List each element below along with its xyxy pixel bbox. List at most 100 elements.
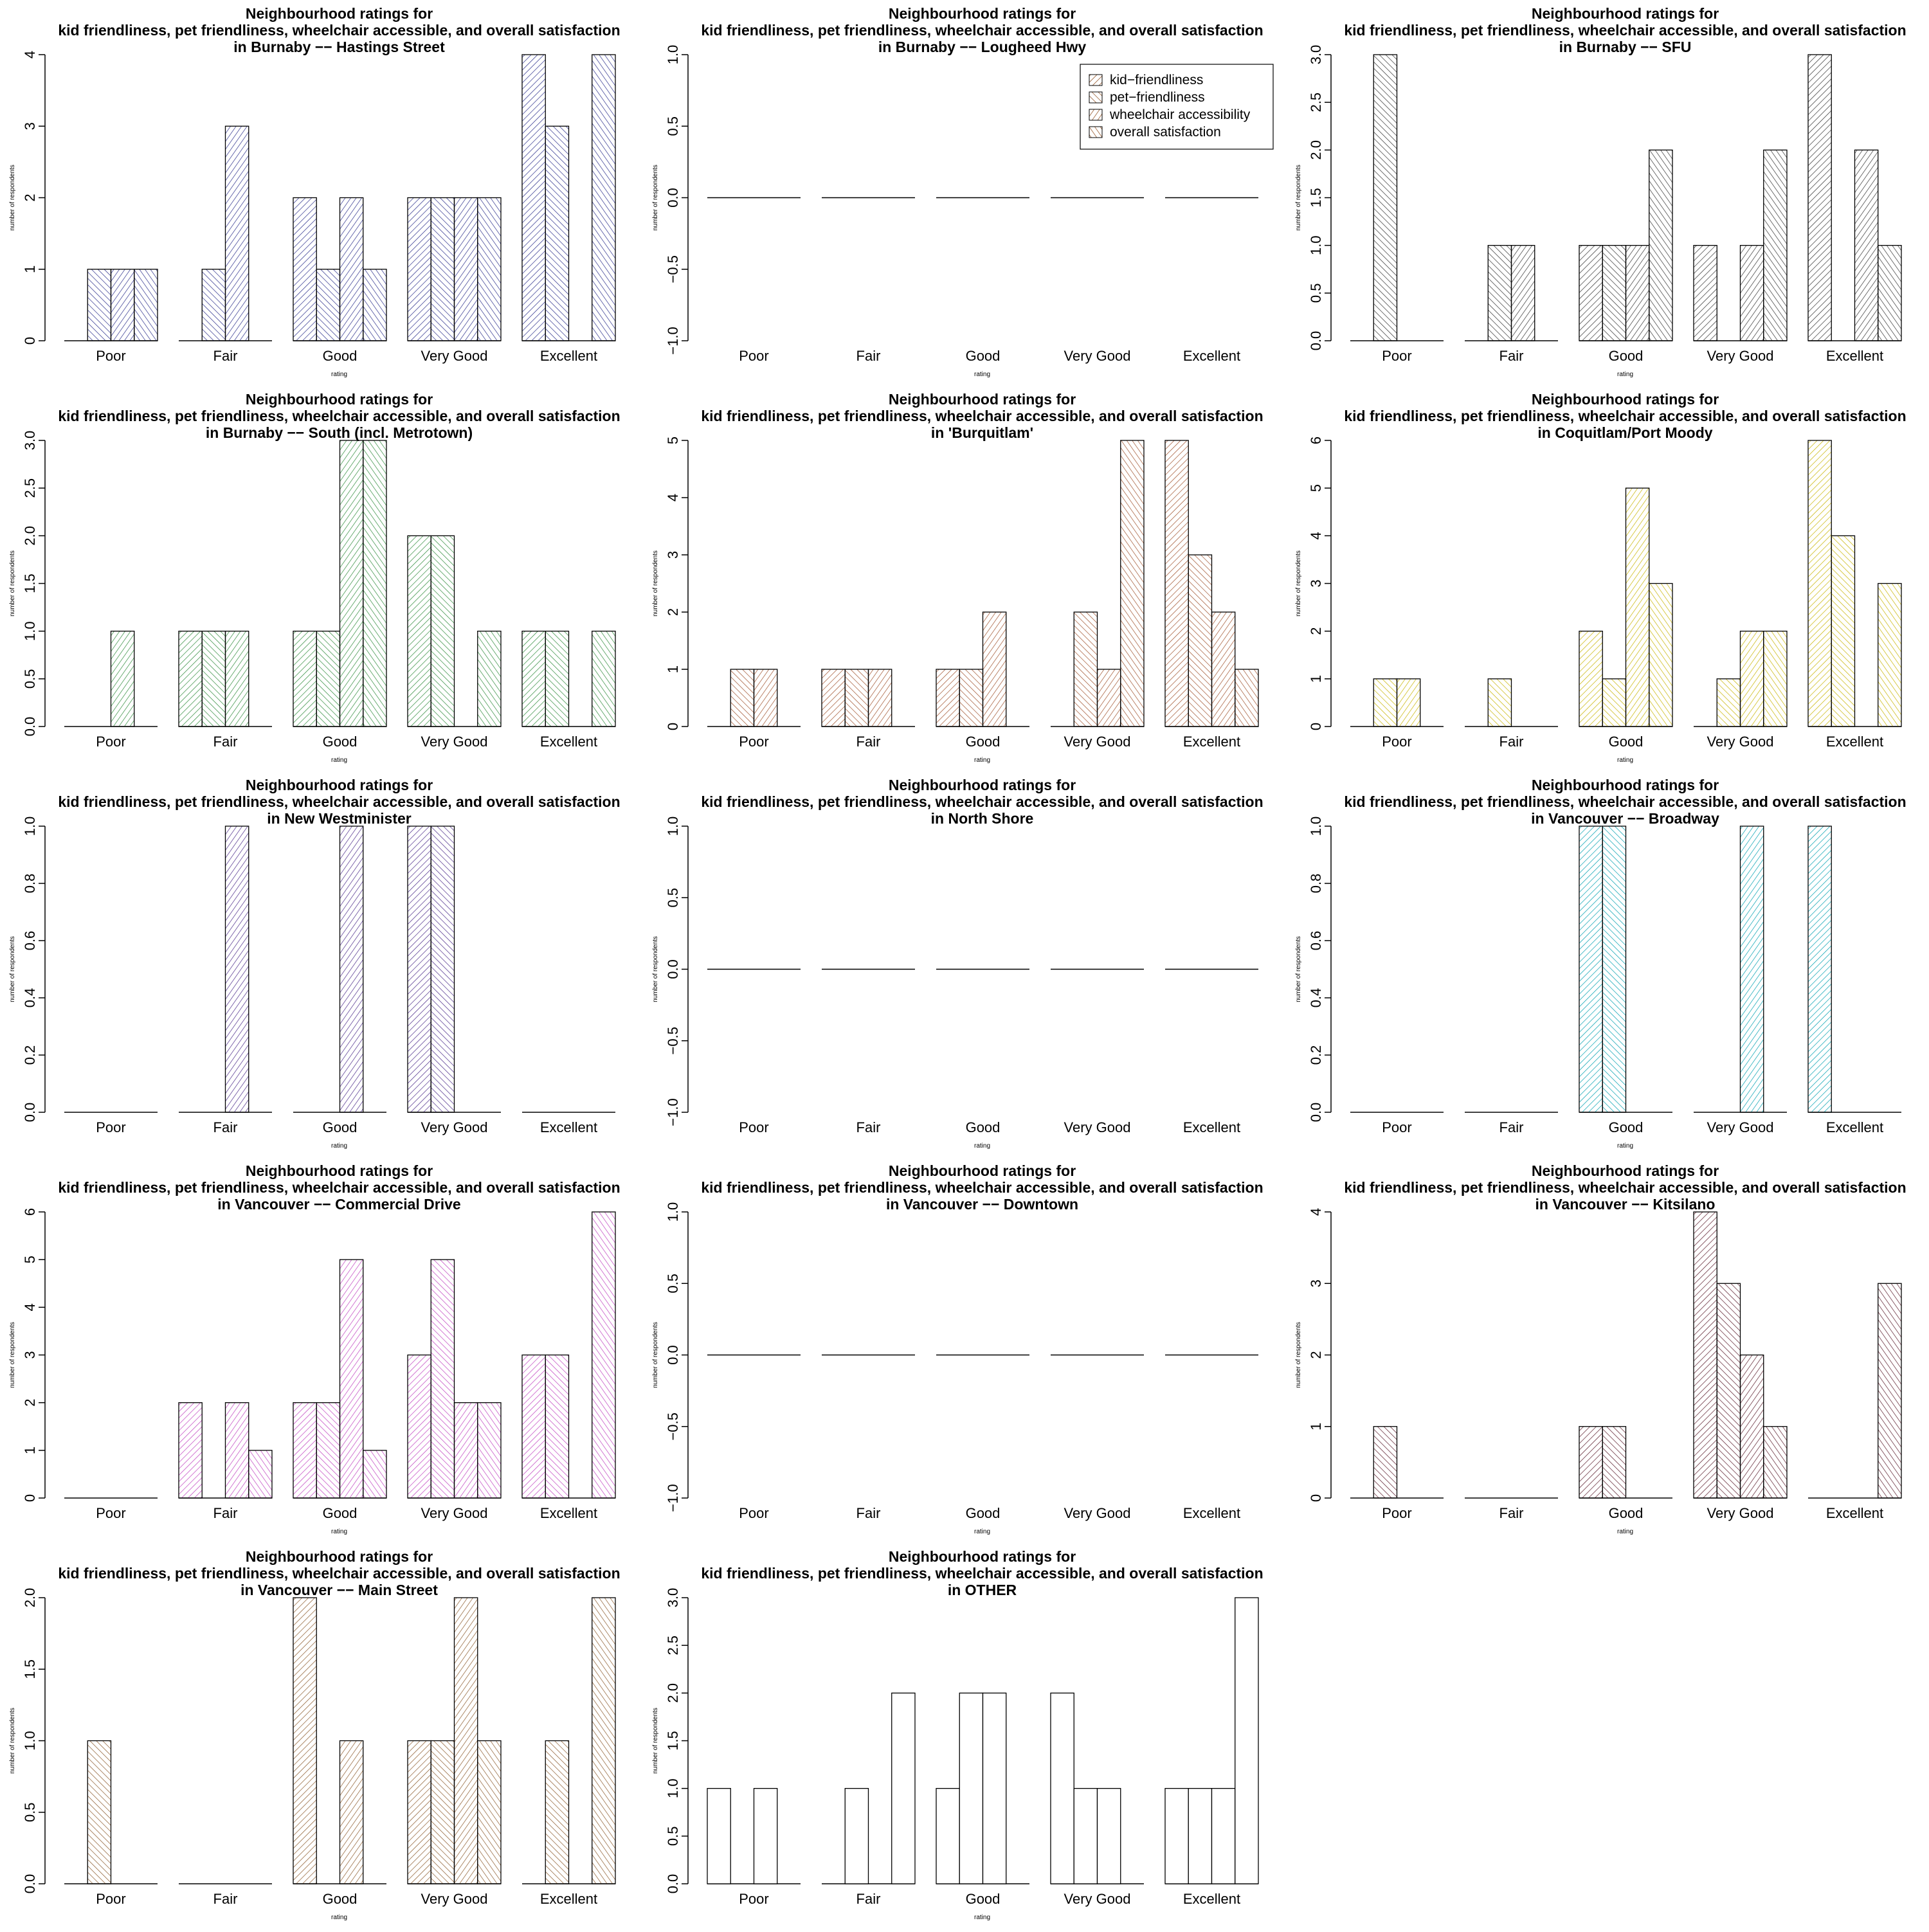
- bar: [982, 611, 1007, 727]
- bar: [1649, 149, 1673, 341]
- bar: [316, 1402, 341, 1499]
- panel-title-line2: kid friendliness, pet friendliness, whee…: [58, 408, 620, 424]
- x-axis-label: rating: [1617, 757, 1633, 764]
- y-tick-label: 1.0: [22, 817, 38, 836]
- y-tick-label: 3: [1308, 579, 1324, 587]
- panel-title-line1: Neighbourhood ratings for: [889, 391, 1076, 408]
- legend-box: [1080, 64, 1274, 150]
- y-tick-label: 0.6: [1308, 931, 1324, 951]
- bar: [453, 197, 478, 341]
- x-category-label: Poor: [1382, 348, 1411, 364]
- panel-title-line2: kid friendliness, pet friendliness, whee…: [1344, 408, 1906, 424]
- bar: [982, 1692, 1007, 1884]
- bar: [891, 1692, 916, 1884]
- y-tick-label: 2.0: [1308, 140, 1324, 160]
- panel-title-line2: kid friendliness, pet friendliness, whee…: [701, 408, 1263, 424]
- bar: [867, 669, 892, 727]
- bar: [1602, 826, 1627, 1113]
- x-category-label: Very Good: [1064, 1505, 1131, 1521]
- bar: [453, 1597, 478, 1884]
- legend-item-label: overall satisfaction: [1110, 125, 1221, 140]
- bar: [1831, 535, 1856, 727]
- bar: [1373, 678, 1398, 727]
- panel-subtitle: in Coquitlam/Port Moody: [1537, 424, 1712, 441]
- bar: [293, 1597, 317, 1884]
- panel-title-line2: kid friendliness, pet friendliness, whee…: [58, 1565, 620, 1582]
- y-tick-label: 0.8: [22, 874, 38, 894]
- bar: [339, 1740, 364, 1884]
- y-tick-label: 5: [22, 1256, 38, 1263]
- bar: [1073, 1788, 1098, 1884]
- panel-subtitle: in Vancouver −− Downtown: [886, 1196, 1078, 1213]
- bar: [1235, 1597, 1259, 1884]
- x-category-label: Good: [323, 734, 358, 750]
- panel-title-line1: Neighbourhood ratings for: [246, 1162, 433, 1179]
- bar: [477, 631, 502, 727]
- y-tick-label: 0: [665, 723, 681, 730]
- y-tick-label: 1: [1308, 675, 1324, 683]
- x-category-label: Excellent: [1826, 734, 1883, 750]
- x-category-label: Excellent: [540, 348, 597, 364]
- bar: [1510, 245, 1535, 341]
- x-category-label: Excellent: [1183, 734, 1240, 750]
- bar: [545, 1740, 570, 1884]
- y-tick-label: 0.5: [665, 888, 681, 908]
- bar: [293, 197, 317, 341]
- y-axis-label: number of respondents: [652, 936, 659, 1002]
- y-tick-label: 0.5: [665, 116, 681, 136]
- bar: [293, 631, 317, 727]
- bar: [316, 631, 341, 727]
- y-tick-label: 0.0: [22, 1103, 38, 1123]
- y-tick-label: 1.0: [1308, 817, 1324, 836]
- y-tick-label: −1.0: [665, 1098, 681, 1126]
- bar: [430, 1740, 455, 1884]
- y-tick-label: 4: [665, 494, 681, 501]
- x-axis-label: rating: [1617, 1142, 1633, 1150]
- y-tick-label: 1.0: [665, 1202, 681, 1222]
- x-category-label: Fair: [213, 1119, 238, 1135]
- bar: [521, 1354, 546, 1499]
- y-tick-label: 1: [22, 266, 38, 273]
- x-category-label: Very Good: [1707, 1119, 1774, 1135]
- y-tick-label: 1: [22, 1447, 38, 1454]
- bar: [430, 826, 455, 1113]
- bar: [178, 1402, 203, 1499]
- x-category-label: Fair: [213, 348, 238, 364]
- panel-subtitle: in North Shore: [931, 810, 1034, 827]
- x-category-label: Fair: [213, 734, 238, 750]
- bar: [1693, 1211, 1717, 1499]
- y-tick-label: 2.5: [1308, 93, 1324, 113]
- bar: [1211, 1788, 1236, 1884]
- x-category-label: Good: [966, 734, 1001, 750]
- x-category-label: Fair: [1499, 348, 1524, 364]
- bar: [1878, 582, 1902, 727]
- y-tick-label: 0.8: [1308, 874, 1324, 894]
- x-category-label: Poor: [739, 734, 768, 750]
- bar: [363, 440, 387, 727]
- x-category-label: Very Good: [421, 1505, 488, 1521]
- y-tick-label: 0.6: [22, 931, 38, 951]
- bar: [1373, 1426, 1398, 1499]
- bar: [1164, 1788, 1189, 1884]
- y-tick-label: 0: [1308, 1494, 1324, 1502]
- legend: kid−friendliness pet−friendliness wheelcha…: [1080, 64, 1274, 150]
- panel-title-line2: kid friendliness, pet friendliness, whee…: [701, 793, 1263, 810]
- y-tick-label: 3: [665, 551, 681, 559]
- y-tick-label: 0.0: [22, 1874, 38, 1894]
- x-category-label: Very Good: [1707, 1505, 1774, 1521]
- panel-title-line2: kid friendliness, pet friendliness, whee…: [58, 22, 620, 39]
- y-tick-label: 0.5: [665, 1274, 681, 1294]
- panel-title-line1: Neighbourhood ratings for: [246, 5, 433, 22]
- bar: [407, 197, 431, 341]
- legend-item-label: pet−friendliness: [1110, 90, 1205, 105]
- y-tick-label: 0.2: [22, 1045, 38, 1065]
- bar: [1487, 678, 1512, 727]
- y-tick-label: 1.0: [22, 1731, 38, 1751]
- x-category-label: Excellent: [540, 1891, 597, 1907]
- y-tick-label: 1.0: [665, 817, 681, 836]
- bar: [201, 269, 226, 341]
